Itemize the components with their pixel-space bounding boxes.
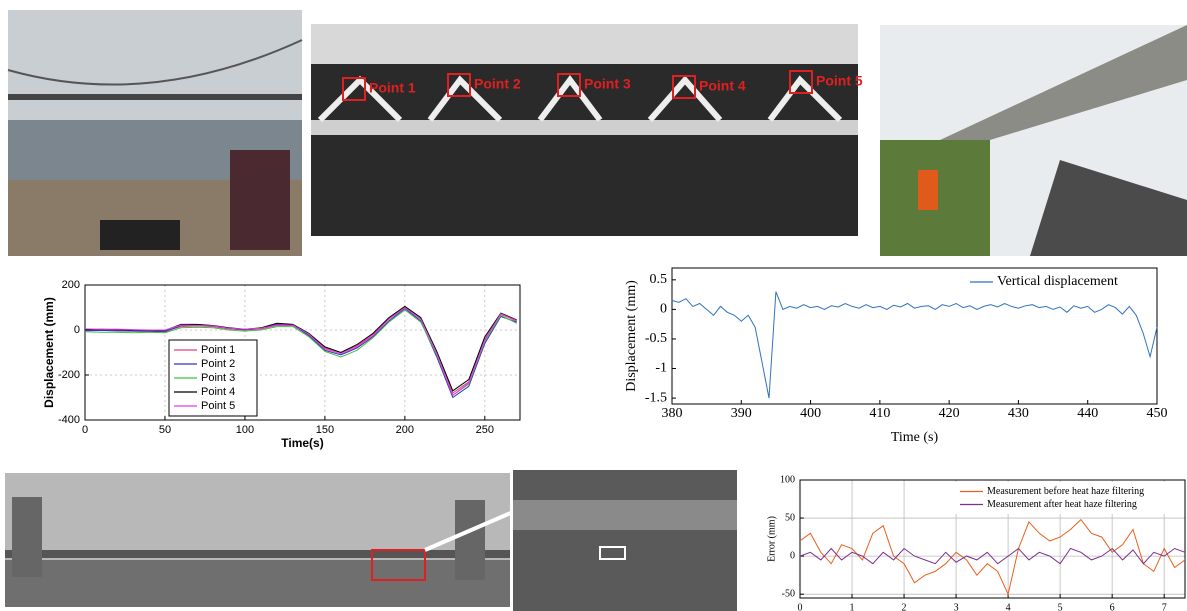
x-tick-label: 440: [1077, 406, 1098, 421]
legend-label: Point 3: [201, 372, 235, 384]
axis-label: Displacement (mm): [42, 297, 56, 408]
photo-overpass: [880, 25, 1187, 256]
y-tick-label: 100: [780, 474, 795, 485]
y-tick-label: -0.5: [645, 331, 667, 346]
x-tick-label: 4: [1006, 602, 1011, 611]
x-tick-label: 400: [800, 406, 821, 421]
x-tick-label: 410: [869, 406, 890, 421]
y-tick-label: 50: [785, 512, 795, 523]
x-tick-label: 150: [316, 424, 334, 436]
plot-frame: [84, 284, 521, 421]
y-tick-label: 200: [62, 279, 80, 291]
series-line: [799, 518, 1186, 596]
x-tick-label: 5: [1058, 602, 1063, 611]
x-tick-label: 430: [1008, 406, 1029, 421]
legend-label: Point 5: [201, 400, 235, 412]
point-label: Point 4: [699, 78, 746, 94]
y-tick-label: 0: [790, 550, 795, 561]
chart-error: -5005010001234567Time (s)Error (mm)Measu…: [766, 474, 1186, 611]
series-line: [85, 306, 517, 394]
y-tick-label: -50: [782, 588, 795, 599]
legend-label: Vertical displacement: [997, 274, 1118, 289]
x-tick-label: 50: [159, 424, 171, 436]
x-tick-label: 450: [1147, 406, 1168, 421]
x-tick-label: 2: [902, 602, 907, 611]
y-tick-label: -200: [58, 369, 80, 381]
x-tick-label: 200: [396, 424, 414, 436]
x-tick-label: 250: [476, 424, 494, 436]
x-tick-label: 420: [939, 406, 960, 421]
series-line: [84, 307, 517, 399]
x-tick-label: 1: [850, 602, 855, 611]
axis-label: Time (s): [891, 430, 939, 445]
legend-label: Measurement after heat haze filtering: [987, 499, 1137, 510]
series-line: [799, 547, 1186, 565]
axis-label: Time(s): [281, 436, 323, 450]
legend-label: Point 1: [201, 344, 235, 356]
series-line: [84, 305, 517, 392]
series-line: [84, 307, 517, 397]
chart-multi-point: -400 -200 0 200 0 50 100 150 200 250 Time(s) Displa…: [42, 279, 521, 450]
photo-bridge-setup: [7, 10, 303, 256]
y-tick-label: -400: [58, 414, 80, 426]
legend-label: Point 4: [201, 386, 235, 398]
axis-label: Error (mm): [766, 516, 777, 562]
point-label: Point 3: [584, 76, 631, 92]
x-tick-label: 6: [1110, 602, 1115, 611]
y-tick-label: -1.5: [645, 390, 667, 405]
x-tick-label: 7: [1162, 602, 1167, 611]
chart-vertical-displacement: -1.5 -1 -0.5 0 0.5 380 390 400 410 420 430 440 450 Ti…: [624, 267, 1168, 445]
y-tick-label: 0: [74, 324, 80, 336]
axis-label: Displacement (mm): [624, 280, 639, 392]
photo-truss: Point 1 Point 2 Point 3 Point 4 Point 5: [311, 24, 863, 236]
point-label: Point 2: [474, 76, 521, 92]
x-tick-label: 0: [82, 424, 88, 436]
series-line: [84, 309, 518, 397]
point-label: Point 1: [369, 80, 416, 96]
x-tick-label: 0: [798, 602, 803, 611]
y-tick-label: 0: [660, 302, 667, 317]
legend-box: [955, 482, 1183, 514]
plot-frame: [799, 479, 1186, 599]
legend-label: Measurement before heat haze filtering: [987, 486, 1144, 497]
y-tick-label: -1: [655, 361, 667, 376]
legend-box: [965, 270, 1155, 294]
x-tick-label: 3: [954, 602, 959, 611]
x-tick-label: 390: [731, 406, 752, 421]
point-label: Point 5: [816, 73, 863, 89]
x-tick-label: 100: [236, 424, 254, 436]
series-line: [671, 291, 1158, 399]
x-tick-label: 380: [662, 406, 683, 421]
y-tick-label: 0.5: [650, 272, 668, 287]
photo-bridge-far: [5, 473, 514, 607]
photo-zoom: [513, 470, 737, 611]
legend-label: Point 2: [201, 358, 235, 370]
plot-frame: [671, 267, 1158, 405]
